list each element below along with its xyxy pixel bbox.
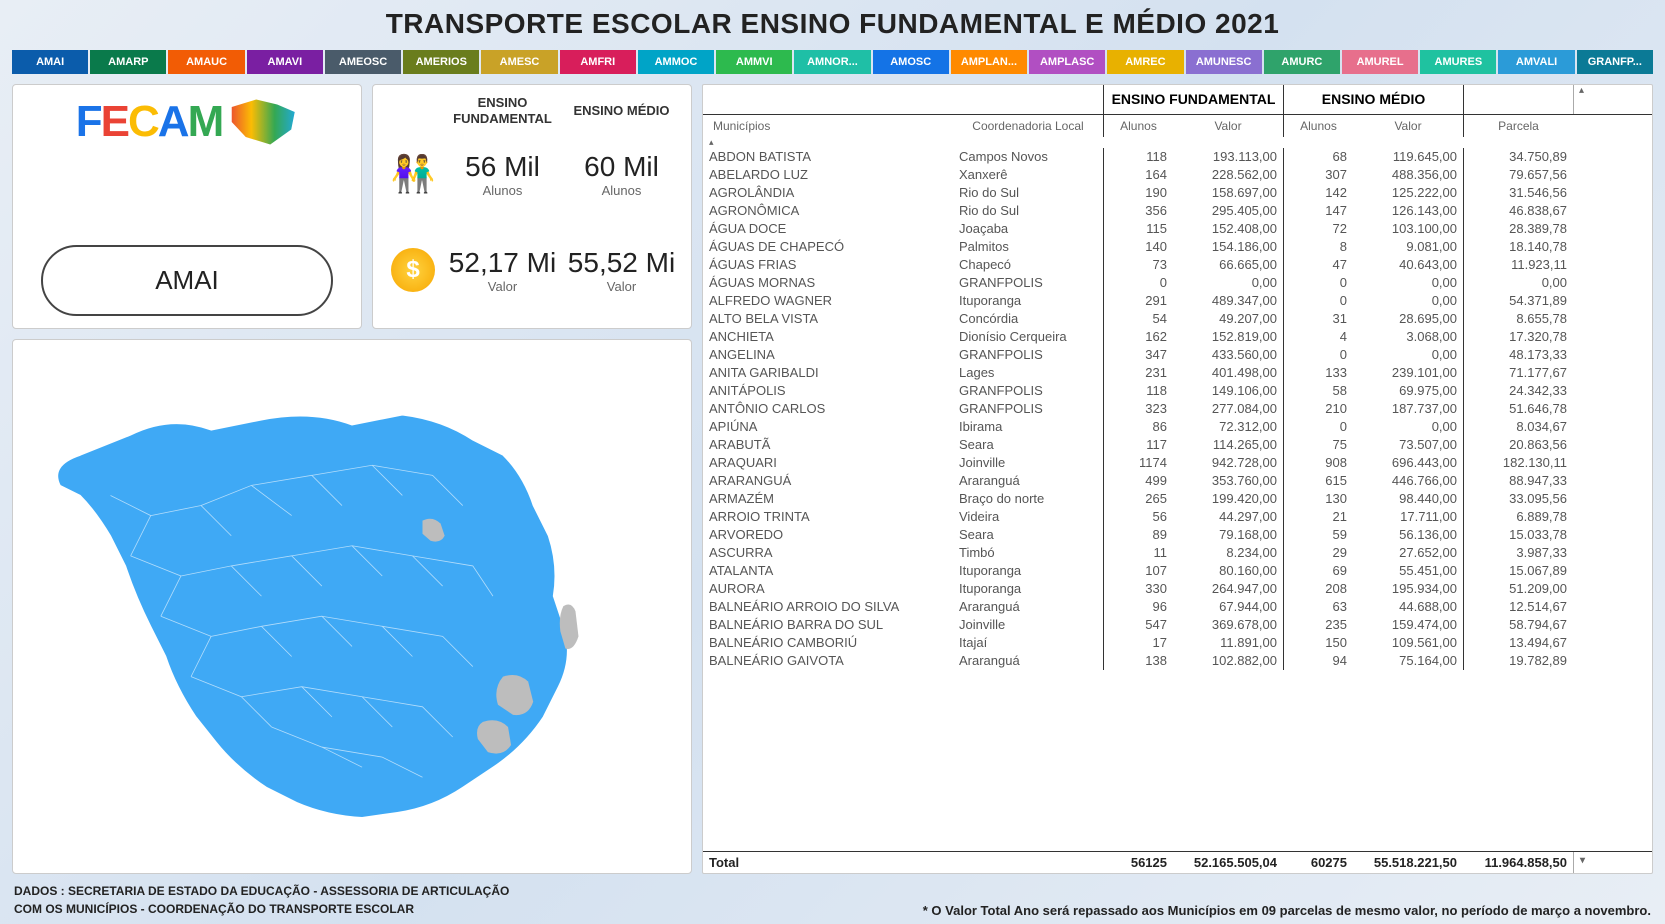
- logo-map-icon: [228, 97, 298, 147]
- table-row[interactable]: ANITÁPOLISGRANFPOLIS118149.106,005869.97…: [703, 382, 1652, 400]
- table-row[interactable]: BALNEÁRIO ARROIO DO SILVAAraranguá9667.9…: [703, 598, 1652, 616]
- footer: DADOS : SECRETARIA DE ESTADO DA EDUCAÇÃO…: [14, 882, 1651, 918]
- tab-amerios[interactable]: AMERIOS: [403, 50, 479, 74]
- col-em-valor[interactable]: Valor: [1353, 115, 1463, 137]
- sort-asc-icon[interactable]: ▴: [703, 137, 1652, 148]
- tab-amarp[interactable]: AMARP: [90, 50, 166, 74]
- em-valor-value: 55,52 Mi: [562, 247, 681, 279]
- table-row[interactable]: BALNEÁRIO GAIVOTAAraranguá138102.882,009…: [703, 652, 1652, 670]
- ef-valor-label: Valor: [443, 279, 562, 294]
- dollar-icon: $: [391, 248, 435, 292]
- table-row[interactable]: ARAQUARIJoinville1174942.728,00908696.44…: [703, 454, 1652, 472]
- tab-amvali[interactable]: AMVALI: [1498, 50, 1574, 74]
- col-em-alunos[interactable]: Alunos: [1283, 115, 1353, 137]
- tab-amplan[interactable]: AMPLAN...: [951, 50, 1027, 74]
- table-group-em: ENSINO MÉDIO: [1283, 85, 1463, 114]
- scroll-up-icon[interactable]: ▴: [1573, 85, 1589, 114]
- table-row[interactable]: ABELARDO LUZXanxerê164228.562,00307488.3…: [703, 166, 1652, 184]
- col-parcela[interactable]: Parcela: [1463, 115, 1573, 137]
- table-row[interactable]: ARVOREDOSeara8979.168,005956.136,0015.03…: [703, 526, 1652, 544]
- table-row[interactable]: ARROIO TRINTAVideira5644.297,002117.711,…: [703, 508, 1652, 526]
- data-table: ENSINO FUNDAMENTAL ENSINO MÉDIO ▴ Municí…: [702, 84, 1653, 874]
- table-row[interactable]: BALNEÁRIO CAMBORIÚItajaí1711.891,0015010…: [703, 634, 1652, 652]
- table-row[interactable]: APIÚNAIbirama8672.312,0000,008.034,67: [703, 418, 1652, 436]
- stats-col2-header: ENSINO MÉDIO: [562, 103, 681, 119]
- table-row[interactable]: BALNEÁRIO BARRA DO SULJoinville547369.67…: [703, 616, 1652, 634]
- map-panel: [12, 339, 692, 874]
- table-row[interactable]: AGROLÂNDIARio do Sul190158.697,00142125.…: [703, 184, 1652, 202]
- tab-amosc[interactable]: AMOSC: [873, 50, 949, 74]
- tab-amfri[interactable]: AMFRI: [560, 50, 636, 74]
- stats-col1-header: ENSINO FUNDAMENTAL: [443, 95, 562, 126]
- col-municipios[interactable]: Municípios: [703, 115, 953, 137]
- tab-ameosc[interactable]: AMEOSC: [325, 50, 401, 74]
- em-alunos-label: Alunos: [562, 183, 681, 198]
- stats-panel: ENSINO FUNDAMENTAL ENSINO MÉDIO 👫 56 Mil…: [372, 84, 692, 329]
- table-row[interactable]: ARARANGUÁAraranguá499353.760,00615446.76…: [703, 472, 1652, 490]
- footer-source-2: COM OS MUNICÍPIOS - COORDENAÇÃO DO TRANS…: [14, 900, 509, 918]
- tab-amunesc[interactable]: AMUNESC: [1186, 50, 1262, 74]
- fecam-logo: FECAM: [76, 97, 298, 147]
- page-title: TRANSPORTE ESCOLAR ENSINO FUNDAMENTAL E …: [12, 8, 1653, 40]
- tab-amurc[interactable]: AMURC: [1264, 50, 1340, 74]
- students-icon: 👫: [391, 153, 436, 195]
- state-map[interactable]: [30, 353, 674, 859]
- table-row[interactable]: ABDON BATISTACampos Novos118193.113,0068…: [703, 148, 1652, 166]
- tab-amai[interactable]: AMAI: [12, 50, 88, 74]
- table-body[interactable]: ABDON BATISTACampos Novos118193.113,0068…: [703, 148, 1652, 851]
- tab-amures[interactable]: AMURES: [1420, 50, 1496, 74]
- table-row[interactable]: ANGELINAGRANFPOLIS347433.560,0000,0048.1…: [703, 346, 1652, 364]
- footer-source-1: DADOS : SECRETARIA DE ESTADO DA EDUCAÇÃO…: [14, 882, 509, 900]
- table-row[interactable]: ATALANTAItuporanga10780.160,006955.451,0…: [703, 562, 1652, 580]
- tab-ammoc[interactable]: AMMOC: [638, 50, 714, 74]
- scroll-down-icon[interactable]: ▾: [1573, 852, 1589, 873]
- tab-amplasc[interactable]: AMPLASC: [1029, 50, 1105, 74]
- table-row[interactable]: AURORAItuporanga330264.947,00208195.934,…: [703, 580, 1652, 598]
- ef-alunos-label: Alunos: [443, 183, 562, 198]
- footer-note: * O Valor Total Ano será repassado aos M…: [923, 903, 1651, 918]
- em-alunos-value: 60 Mil: [562, 151, 681, 183]
- selected-region-badge: AMAI: [41, 245, 333, 316]
- logo-panel: FECAM AMAI: [12, 84, 362, 329]
- col-ef-valor[interactable]: Valor: [1173, 115, 1283, 137]
- table-row[interactable]: ARABUTÃSeara117114.265,007573.507,0020.8…: [703, 436, 1652, 454]
- table-row[interactable]: AGRONÔMICARio do Sul356295.405,00147126.…: [703, 202, 1652, 220]
- table-row[interactable]: ÁGUA DOCEJoaçaba115152.408,0072103.100,0…: [703, 220, 1652, 238]
- col-coord[interactable]: Coordenadoria Local: [953, 115, 1103, 137]
- table-row[interactable]: ÁGUAS FRIASChapecó7366.665,004740.643,00…: [703, 256, 1652, 274]
- ef-alunos-value: 56 Mil: [443, 151, 562, 183]
- tab-ammvi[interactable]: AMMVI: [716, 50, 792, 74]
- tab-amesc[interactable]: AMESC: [481, 50, 557, 74]
- table-total-row: Total 56125 52.165.505,04 60275 55.518.2…: [703, 851, 1652, 873]
- tab-amnor[interactable]: AMNOR...: [794, 50, 870, 74]
- em-valor-label: Valor: [562, 279, 681, 294]
- table-row[interactable]: ANTÔNIO CARLOSGRANFPOLIS323277.084,00210…: [703, 400, 1652, 418]
- table-row[interactable]: ARMAZÉMBraço do norte265199.420,0013098.…: [703, 490, 1652, 508]
- tab-granfp[interactable]: GRANFP...: [1577, 50, 1653, 74]
- table-row[interactable]: ÁGUAS MORNASGRANFPOLIS00,0000,000,00: [703, 274, 1652, 292]
- tab-amavi[interactable]: AMAVI: [247, 50, 323, 74]
- tab-amrec[interactable]: AMREC: [1107, 50, 1183, 74]
- table-row[interactable]: ANITA GARIBALDILages231401.498,00133239.…: [703, 364, 1652, 382]
- col-ef-alunos[interactable]: Alunos: [1103, 115, 1173, 137]
- table-row[interactable]: ASCURRATimbó118.234,002927.652,003.987,3…: [703, 544, 1652, 562]
- ef-valor-value: 52,17 Mi: [443, 247, 562, 279]
- table-row[interactable]: ALFREDO WAGNERItuporanga291489.347,0000,…: [703, 292, 1652, 310]
- table-row[interactable]: ALTO BELA VISTAConcórdia5449.207,003128.…: [703, 310, 1652, 328]
- tab-bar: AMAIAMARPAMAUCAMAVIAMEOSCAMERIOSAMESCAMF…: [12, 50, 1653, 74]
- tab-amauc[interactable]: AMAUC: [168, 50, 244, 74]
- table-group-ef: ENSINO FUNDAMENTAL: [1103, 85, 1283, 114]
- tab-amurel[interactable]: AMUREL: [1342, 50, 1418, 74]
- table-row[interactable]: ÁGUAS DE CHAPECÓPalmitos140154.186,0089.…: [703, 238, 1652, 256]
- table-row[interactable]: ANCHIETADionísio Cerqueira162152.819,004…: [703, 328, 1652, 346]
